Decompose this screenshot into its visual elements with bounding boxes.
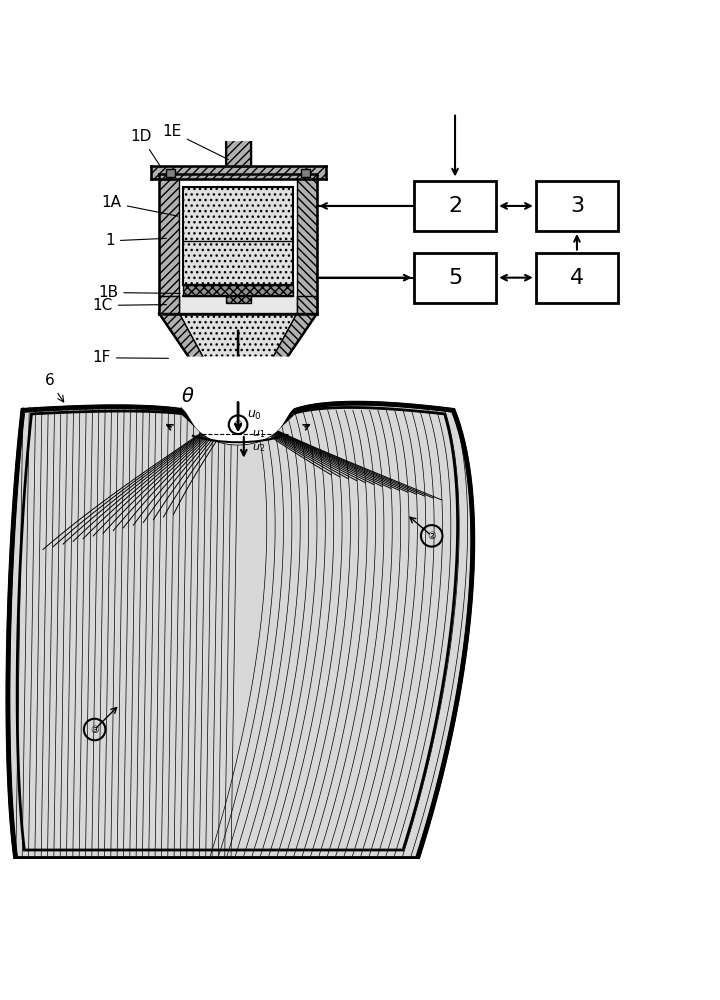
Polygon shape (159, 314, 228, 403)
Text: $u_1$: $u_1$ (253, 428, 266, 440)
Bar (414, 181, 496, 231)
Text: 4: 4 (570, 268, 584, 288)
Text: ②: ② (428, 531, 436, 541)
Bar (150, 166, 325, 179)
Bar (536, 253, 618, 303)
Text: 1B: 1B (98, 285, 180, 300)
Text: $\theta$: $\theta$ (181, 387, 194, 406)
Bar (183, 285, 293, 296)
Polygon shape (248, 314, 317, 403)
Bar (297, 296, 317, 314)
Bar (301, 169, 310, 177)
Text: 3: 3 (570, 196, 584, 216)
Text: ③: ③ (90, 725, 99, 735)
Bar (225, 138, 251, 166)
Bar (536, 181, 618, 231)
Bar (474, 70, 720, 930)
Text: ①: ① (234, 420, 243, 430)
Polygon shape (179, 314, 297, 403)
Text: 1: 1 (105, 233, 166, 248)
Text: $u_0$: $u_0$ (248, 409, 262, 422)
Bar (414, 253, 496, 303)
Polygon shape (8, 403, 473, 859)
Text: 1C: 1C (92, 298, 166, 313)
Text: 1F: 1F (92, 350, 168, 365)
Bar (166, 169, 175, 177)
Bar (159, 296, 179, 314)
Text: 1E: 1E (163, 124, 228, 160)
Bar (159, 174, 179, 314)
Polygon shape (152, 357, 324, 445)
Text: 1A: 1A (102, 195, 178, 216)
Text: 5: 5 (448, 268, 462, 288)
Text: 1D: 1D (130, 129, 161, 168)
Text: $u_2$: $u_2$ (253, 442, 266, 454)
Text: 2: 2 (448, 196, 462, 216)
Bar (225, 294, 251, 303)
Bar (183, 187, 293, 285)
Text: 6: 6 (45, 373, 63, 402)
Bar (297, 174, 317, 314)
